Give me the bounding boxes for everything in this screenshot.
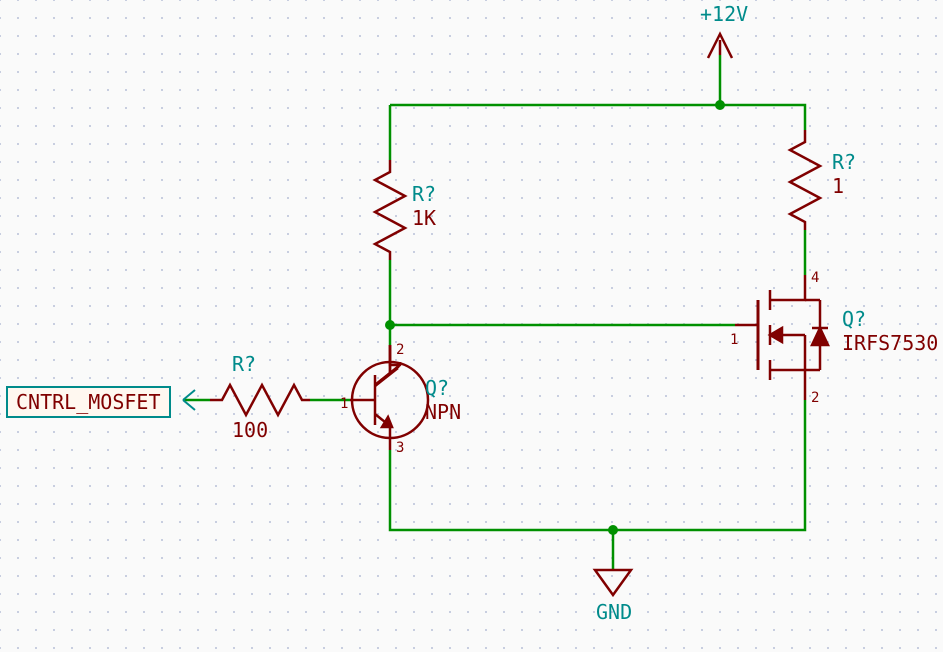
r-base-ref: R? bbox=[232, 352, 256, 376]
q-npn-ref: Q? bbox=[425, 376, 449, 400]
gnd-label: GND bbox=[596, 600, 632, 624]
mosfet-pin-2: 2 bbox=[811, 390, 819, 406]
r-collector-ref: R? bbox=[412, 182, 436, 206]
q-mosfet-value: IRFS7530 bbox=[842, 331, 938, 355]
schematic-canvas: +12V GND CNTRL_MOSFET R? 100 R? 1K R? 1 … bbox=[0, 0, 943, 652]
mosfet-pin-4: 4 bbox=[811, 270, 819, 286]
resistor-base bbox=[210, 385, 310, 415]
wire-group bbox=[183, 55, 805, 570]
mosfet-pin-1: 1 bbox=[730, 332, 738, 348]
npn-pin-3: 3 bbox=[396, 440, 404, 456]
npn-pin-2: 2 bbox=[396, 342, 404, 358]
q-npn-value: NPN bbox=[425, 400, 461, 424]
npn-pin-1: 1 bbox=[340, 396, 348, 412]
r-drain-ref: R? bbox=[832, 150, 856, 174]
resistor-drain bbox=[790, 130, 820, 230]
mosfet-symbol bbox=[735, 275, 828, 400]
resistor-collector bbox=[375, 160, 405, 260]
gnd-symbol bbox=[595, 570, 631, 595]
power-12v-symbol bbox=[708, 34, 732, 58]
r-collector-value: 1K bbox=[412, 206, 436, 230]
power-12v-label: +12V bbox=[700, 2, 748, 26]
q-mosfet-ref: Q? bbox=[842, 307, 866, 331]
r-base-value: 100 bbox=[232, 418, 268, 442]
r-drain-value: 1 bbox=[832, 174, 844, 198]
net-label-cntrl-mosfet: CNTRL_MOSFET bbox=[6, 386, 171, 418]
schematic-svg bbox=[0, 0, 943, 652]
junction-group bbox=[385, 100, 725, 535]
